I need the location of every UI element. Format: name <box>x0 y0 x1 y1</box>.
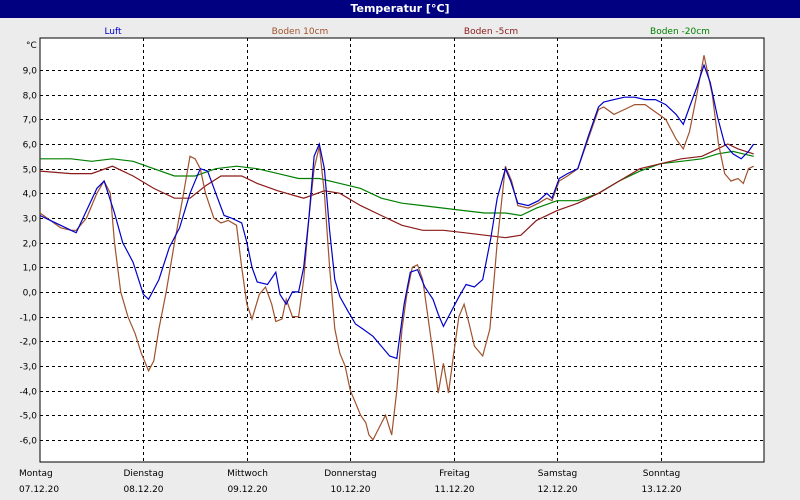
y-tick-label: 0,0 <box>23 289 38 299</box>
day-label-weekday: Donnerstag <box>324 469 377 479</box>
day-label-date: 13.12.20 <box>641 485 681 495</box>
day-label-date: 10.12.20 <box>330 485 370 495</box>
y-tick-label: 6,0 <box>23 141 38 151</box>
y-axis-unit-label: °C <box>26 41 37 51</box>
series-line-luft <box>39 63 755 360</box>
y-tick-label: 2,0 <box>23 240 38 250</box>
y-tick-label: 8,0 <box>23 92 38 102</box>
legend-item: Boden -5cm <box>464 27 518 37</box>
legend-item: Boden -20cm <box>650 27 710 37</box>
y-tick-label: 3,0 <box>23 215 38 225</box>
day-label-weekday: Sonntag <box>643 469 680 479</box>
series-line-boden-10cm <box>39 55 754 441</box>
day-label-weekday: Montag <box>19 469 53 479</box>
day-label-weekday: Samstag <box>538 469 577 479</box>
y-tick-label: -4,0 <box>19 388 37 398</box>
y-tick-label: 1,0 <box>23 264 38 274</box>
series-line-boden-5cm <box>39 143 754 239</box>
day-label-weekday: Mittwoch <box>227 469 268 479</box>
temperature-chart: -6,0 -5,0 -4,0 -3,0 -2,0 -1,0 0,0 1,0 2,0 3,0 4,0 5… <box>19 27 765 495</box>
legend: Luft Boden 10cm Boden -5cm Boden -20cm <box>104 27 710 37</box>
day-label-weekday: Dienstag <box>123 469 163 479</box>
y-axis-ticks: -6,0 -5,0 -4,0 -3,0 -2,0 -1,0 0,0 1,0 2,0 3,0 4,0 5… <box>19 67 764 447</box>
day-label-date: 07.12.20 <box>19 485 59 495</box>
day-label-date: 11.12.20 <box>434 485 474 495</box>
y-tick-label: -2,0 <box>19 338 37 348</box>
chart-panel: -6,0 -5,0 -4,0 -3,0 -2,0 -1,0 0,0 1,0 2,0 3,0 4,0 5… <box>0 18 800 500</box>
y-tick-label: -3,0 <box>19 363 37 373</box>
y-tick-label: 7,0 <box>23 116 38 126</box>
day-label-date: 12.12.20 <box>537 485 577 495</box>
day-label-date: 09.12.20 <box>227 485 267 495</box>
legend-item: Boden 10cm <box>272 27 329 37</box>
y-tick-label: 4,0 <box>23 190 38 200</box>
plot-background <box>39 37 765 463</box>
y-tick-label: -6,0 <box>19 437 37 447</box>
day-label-date: 08.12.20 <box>123 485 163 495</box>
y-tick-label: -1,0 <box>19 314 37 324</box>
day-label-weekday: Freitag <box>439 469 470 479</box>
chart-title: Temperatur [°C] <box>0 0 800 18</box>
y-tick-label: -5,0 <box>19 412 37 422</box>
y-tick-label: 9,0 <box>23 67 38 77</box>
x-axis-days: Montag 07.12.20 Dienstag 08.12.20 Mittwoch 09… <box>19 38 682 495</box>
legend-item: Luft <box>104 27 122 37</box>
y-tick-label: 5,0 <box>23 166 38 176</box>
